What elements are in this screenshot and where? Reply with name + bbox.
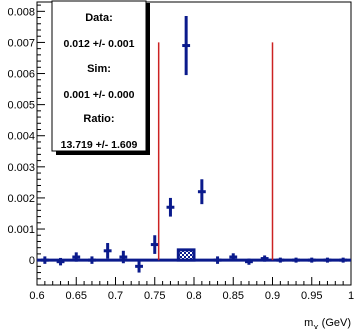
data-point: [260, 255, 269, 262]
x-axis-label: mX (GeV): [304, 317, 351, 329]
axes-layer: 0.6 0.65 0.7 0.75 0.8 0.85 0.9 0.95 1 0 0.001 0.002…: [7, 1, 354, 302]
data-point: [166, 197, 175, 217]
y-tick-label: 0.003: [7, 162, 35, 174]
data-point: [88, 256, 96, 264]
x-tick-label: 0.65: [66, 290, 87, 302]
data-point: [56, 257, 65, 266]
sim-bin: [176, 248, 196, 262]
stats-box: Data: 0.012 +/- 0.001 Sim: 0.001 +/- 0.0…: [51, 0, 150, 155]
data-point: [182, 15, 191, 76]
data-point: [103, 243, 112, 259]
x-tick-label: 0.9: [265, 290, 280, 302]
stats-sim-value: 0.001 +/- 0.000: [64, 89, 135, 101]
data-point: [323, 257, 332, 263]
x-tick-label: 1: [348, 290, 354, 302]
data-point: [245, 258, 253, 265]
x-tick-label: 0.8: [186, 290, 201, 302]
data-point: [276, 257, 285, 263]
stats-data-label: Data:: [85, 12, 113, 24]
y-tick-label: 0.002: [7, 193, 35, 205]
stats-sim-label: Sim:: [87, 63, 111, 75]
stats-ratio-label: Ratio:: [83, 113, 114, 125]
x-tick-label: 0.6: [29, 290, 44, 302]
y-tick-label: 0.006: [7, 69, 35, 81]
stats-ratio-value: 13.719 +/- 1.609: [61, 139, 138, 151]
x-tick-label: 0.95: [301, 290, 322, 302]
stats-box-frame: [51, 0, 147, 152]
x-tick-label: 0.7: [108, 290, 123, 302]
data-point: [40, 256, 49, 264]
y-tick-label: 0.007: [7, 37, 35, 49]
marks-layer: [37, 15, 351, 273]
y-tick-label: 0.008: [7, 6, 35, 18]
data-point: [135, 260, 143, 273]
y-tick-label: 0: [29, 255, 35, 267]
data-point: [229, 253, 238, 261]
data-point: [150, 235, 159, 254]
data-point: [307, 257, 316, 263]
y-tick-label: 0.004: [7, 131, 35, 143]
stats-data-value: 0.012 +/- 0.001: [64, 38, 135, 50]
data-point: [197, 179, 206, 205]
overlay-layer: [157, 42, 274, 261]
data-point: [213, 256, 222, 264]
x-tick-label: 0.85: [223, 290, 244, 302]
data-point: [72, 252, 81, 262]
data-point: [292, 257, 300, 263]
y-tick-label: 0.005: [7, 100, 35, 112]
data-point: [119, 250, 128, 264]
y-tick-label: 0.001: [7, 224, 35, 236]
x-tick-label: 0.75: [144, 290, 165, 302]
data-point: [339, 257, 348, 263]
